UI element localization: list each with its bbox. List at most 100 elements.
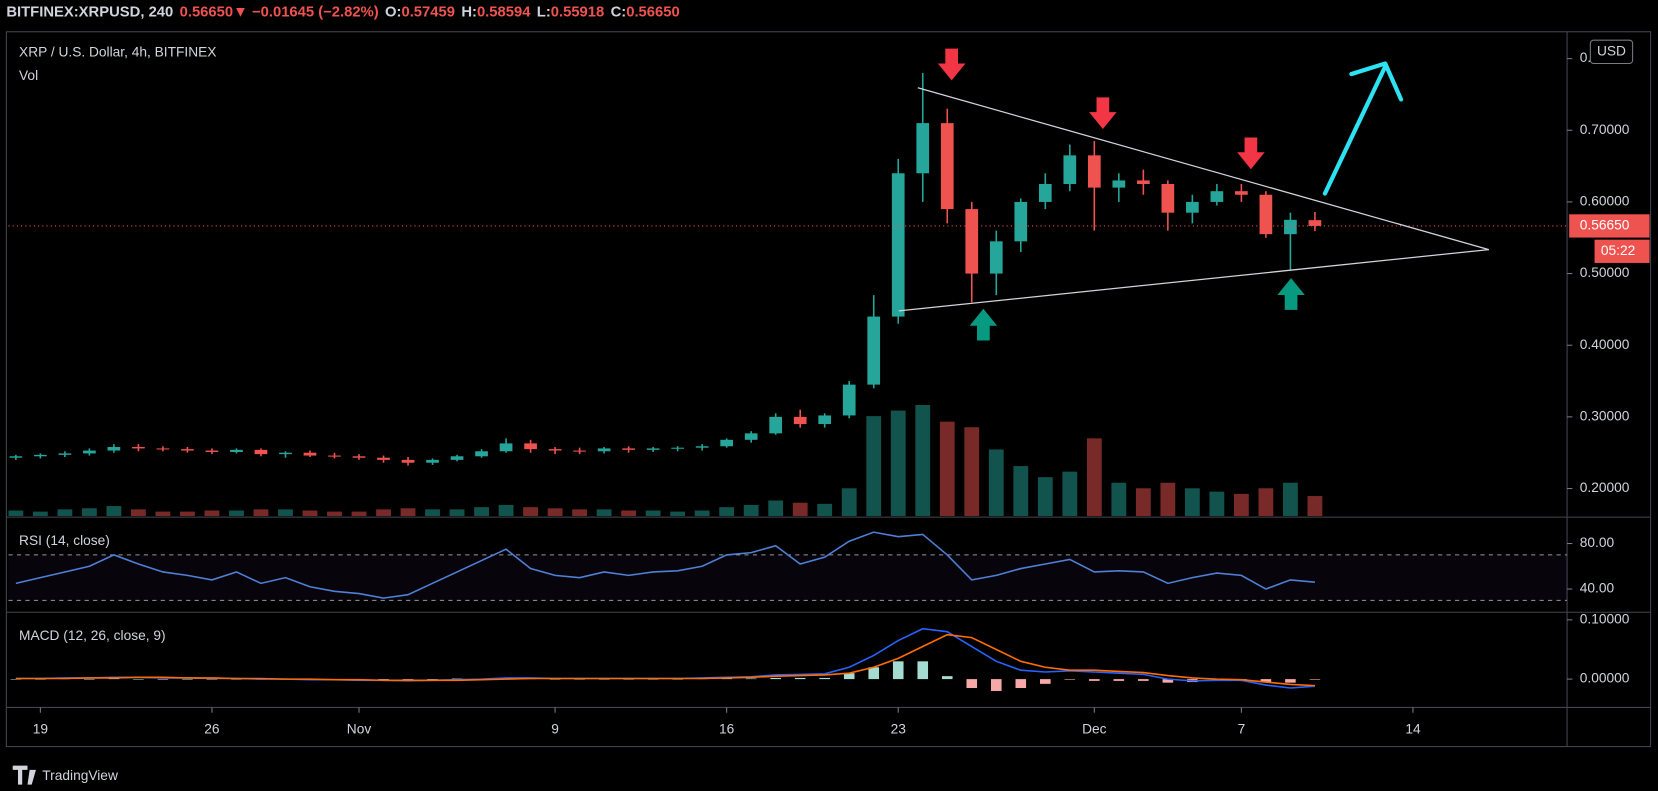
macd-histogram-bar (892, 661, 904, 680)
macd-histogram-bar (35, 679, 46, 680)
volume-bar (57, 509, 73, 517)
macd-histogram-bar (10, 679, 22, 680)
candle-body (524, 443, 537, 450)
chart-title: XRP / U.S. Dollar, 4h, BITFINEX (19, 45, 216, 60)
volume-bar (425, 509, 440, 517)
volume-bar (1062, 471, 1078, 517)
volume-bar (81, 508, 97, 517)
volume-bar (670, 511, 686, 517)
volume-bar (1184, 488, 1200, 517)
candle-body (230, 449, 243, 452)
macd-histogram-bar (990, 679, 1002, 691)
volume-bar (253, 509, 269, 517)
x-tick-label: 14 (1405, 721, 1421, 736)
x-tick-label: Nov (347, 721, 372, 736)
macd-histogram-bar (378, 679, 389, 680)
volume-label: Vol (19, 68, 38, 83)
macd-histogram-bar (84, 679, 95, 680)
candle-body (1038, 184, 1052, 202)
volume-bar (1086, 438, 1102, 517)
macd-histogram-bar (206, 679, 218, 680)
macd-histogram-bar (1309, 679, 1321, 680)
volume-bar (964, 427, 980, 517)
volume-bar (988, 449, 1004, 517)
macd-histogram-bar (1089, 679, 1100, 681)
volume-bar (106, 506, 122, 517)
volume-bar (792, 502, 808, 517)
candle-body (83, 450, 96, 454)
candle-body (1259, 194, 1273, 235)
macd-histogram-bar (843, 673, 855, 680)
volume-bar (1258, 488, 1274, 517)
macd-histogram-bar (966, 679, 978, 689)
macd-histogram-bar (721, 678, 732, 680)
candle-body (989, 241, 1003, 274)
up-arrow (1277, 278, 1305, 310)
volume-bar (32, 511, 48, 517)
macd-histogram-bar (157, 679, 169, 680)
volume-bar (719, 507, 735, 517)
volume-bar (743, 504, 759, 517)
signal-line (15, 633, 1315, 687)
y-tick-label: 0.30000 (1580, 409, 1630, 424)
down-arrow (1089, 97, 1117, 130)
x-tick-label: 19 (33, 721, 48, 736)
countdown-badge (1594, 239, 1650, 263)
candle-body (9, 456, 23, 458)
candle-body (352, 456, 366, 458)
ohlc-label: L: (537, 5, 551, 21)
macd-histogram-bar (794, 677, 806, 680)
x-tick-label: 26 (204, 721, 220, 736)
macd-histogram-bar (941, 676, 953, 680)
volume-bar (866, 416, 882, 517)
volume-bar (1160, 482, 1176, 517)
price-badge (1569, 214, 1650, 238)
x-tick-label: 9 (551, 721, 559, 736)
macd-histogram-bar (1040, 679, 1051, 684)
macd-histogram-bar (1064, 679, 1076, 680)
candle-body (401, 459, 415, 463)
volume-bar (1283, 482, 1298, 517)
macd-histogram-bar (574, 679, 585, 680)
volume-bar (939, 421, 955, 517)
candle-body (377, 457, 390, 460)
last-price: 0.56650 (180, 5, 234, 21)
volume-bar (327, 511, 342, 517)
annotations (898, 48, 1489, 341)
macd-histogram-bar (133, 679, 144, 680)
brand: TradingView (42, 768, 118, 783)
candle-body (1284, 219, 1297, 235)
countdown-label: 05:22 (1601, 243, 1635, 258)
candle-body (1063, 155, 1077, 185)
macd-histogram-bar (549, 679, 561, 680)
footer: TradingView (12, 765, 118, 785)
volume-bar (449, 509, 465, 517)
candle-body (548, 449, 562, 451)
volume-bar (376, 509, 391, 517)
volume-bar (645, 510, 661, 517)
y-tick-label: 0.00000 (1580, 671, 1630, 686)
macd-histogram-bar (819, 677, 830, 680)
change: −0.01645 (−2.82%) (252, 5, 379, 21)
volume-bar (180, 511, 195, 517)
candle-body (1136, 180, 1150, 185)
rsi-line (15, 531, 1315, 599)
candle-body (450, 456, 464, 460)
ohlc-value: 0.58594 (477, 5, 531, 21)
candle-body (1186, 201, 1199, 213)
macd-histogram-bar (1162, 679, 1174, 683)
candle-body (818, 415, 832, 425)
volume-bar (1233, 493, 1249, 517)
trend-line (898, 248, 1489, 312)
volume-bar (547, 508, 563, 517)
candle-body (426, 459, 439, 463)
volume-bar (351, 511, 367, 517)
macd-histogram-bar (108, 678, 120, 680)
volume-bar (694, 510, 710, 517)
volume-bar (498, 504, 514, 517)
down-arrow (1237, 137, 1265, 170)
ohlc-label: C: (611, 5, 627, 21)
candle-body (1112, 180, 1126, 188)
